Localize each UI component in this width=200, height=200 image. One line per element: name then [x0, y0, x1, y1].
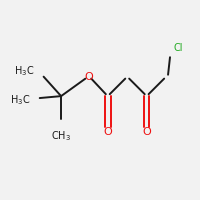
Text: CH$_3$: CH$_3$ [51, 129, 71, 143]
Text: O: O [142, 127, 151, 137]
Text: O: O [84, 72, 93, 82]
Text: Cl: Cl [174, 43, 183, 53]
Text: O: O [103, 127, 112, 137]
Text: H$_3$C: H$_3$C [14, 64, 34, 78]
Text: H$_3$C: H$_3$C [10, 93, 30, 107]
